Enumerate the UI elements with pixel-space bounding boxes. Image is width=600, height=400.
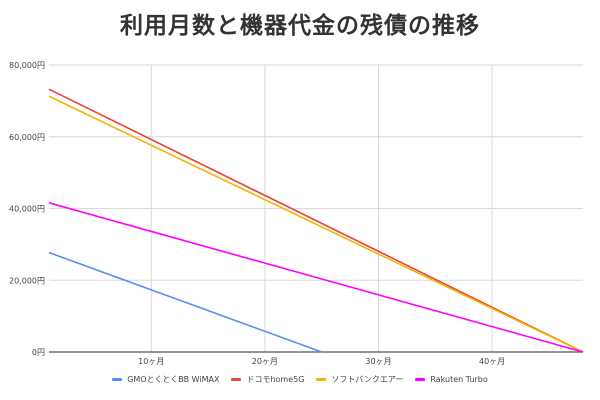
series-line-1[interactable] bbox=[48, 88, 584, 353]
x-tick-label: 20ヶ月 bbox=[252, 357, 278, 366]
y-tick-label: 40,000円 bbox=[9, 205, 45, 214]
legend-label: GMOとくとくBB WiMAX bbox=[127, 375, 220, 384]
y-tick-label: 80,000円 bbox=[9, 61, 45, 70]
x-tick-label: 10ヶ月 bbox=[138, 357, 164, 366]
legend-label: ドコモhome5G bbox=[246, 375, 305, 384]
chart-title: 利用月数と機器代金の残債の推移 bbox=[120, 13, 480, 39]
series-line-0[interactable] bbox=[48, 251, 322, 353]
legend-swatch-icon bbox=[112, 378, 123, 381]
y-tick-label: 0円 bbox=[32, 348, 45, 357]
x-tick-label: 40ヶ月 bbox=[479, 357, 505, 366]
legend-item-gmo[interactable]: GMOとくとくBB WiMAX bbox=[112, 374, 219, 385]
series-line-2[interactable] bbox=[48, 95, 584, 353]
legend-item-softbank[interactable]: ソフトバンクエアー bbox=[316, 374, 403, 385]
legend-swatch-icon bbox=[231, 378, 242, 381]
x-tick-label: 30ヶ月 bbox=[365, 357, 391, 366]
legend-label: Rakuten Turbo bbox=[430, 375, 488, 384]
y-tick-label: 20,000円 bbox=[9, 276, 45, 285]
legend-item-docomo[interactable]: ドコモhome5G bbox=[231, 374, 304, 385]
legend-label: ソフトバンクエアー bbox=[331, 375, 404, 384]
y-tick-label: 60,000円 bbox=[9, 133, 45, 142]
legend-swatch-icon bbox=[316, 378, 327, 381]
legend-swatch-icon bbox=[415, 378, 426, 381]
legend-item-rakuten[interactable]: Rakuten Turbo bbox=[415, 374, 488, 385]
series-line-3[interactable] bbox=[48, 202, 584, 353]
chart-legend: GMOとくとくBB WiMAX ドコモhome5G ソフトバンクエアー Raku… bbox=[0, 374, 600, 385]
